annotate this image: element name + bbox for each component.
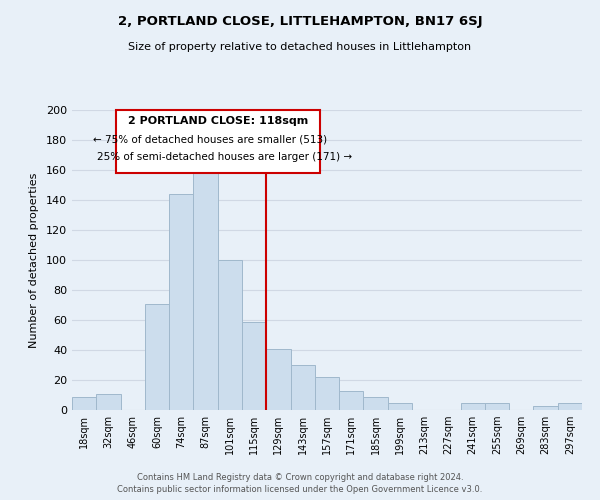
- Text: 2 PORTLAND CLOSE: 118sqm: 2 PORTLAND CLOSE: 118sqm: [128, 116, 308, 126]
- Bar: [169, 194, 193, 410]
- FancyBboxPatch shape: [116, 110, 320, 173]
- Bar: [242, 322, 266, 410]
- Bar: [290, 365, 315, 410]
- Y-axis label: Number of detached properties: Number of detached properties: [29, 172, 39, 348]
- Text: ← 75% of detached houses are smaller (513): ← 75% of detached houses are smaller (51…: [94, 134, 328, 144]
- Bar: [315, 377, 339, 410]
- Text: Size of property relative to detached houses in Littlehampton: Size of property relative to detached ho…: [128, 42, 472, 52]
- Bar: [339, 390, 364, 410]
- Bar: [96, 394, 121, 410]
- Text: Contains public sector information licensed under the Open Government Licence v3: Contains public sector information licen…: [118, 485, 482, 494]
- Bar: [461, 402, 485, 410]
- Bar: [145, 304, 169, 410]
- Bar: [388, 402, 412, 410]
- Text: 2, PORTLAND CLOSE, LITTLEHAMPTON, BN17 6SJ: 2, PORTLAND CLOSE, LITTLEHAMPTON, BN17 6…: [118, 15, 482, 28]
- Bar: [533, 406, 558, 410]
- Text: 25% of semi-detached houses are larger (171) →: 25% of semi-detached houses are larger (…: [97, 152, 353, 162]
- Bar: [72, 396, 96, 410]
- Bar: [485, 402, 509, 410]
- Bar: [193, 158, 218, 410]
- Bar: [364, 396, 388, 410]
- Bar: [218, 260, 242, 410]
- Bar: [266, 348, 290, 410]
- Bar: [558, 402, 582, 410]
- Text: Contains HM Land Registry data © Crown copyright and database right 2024.: Contains HM Land Registry data © Crown c…: [137, 472, 463, 482]
